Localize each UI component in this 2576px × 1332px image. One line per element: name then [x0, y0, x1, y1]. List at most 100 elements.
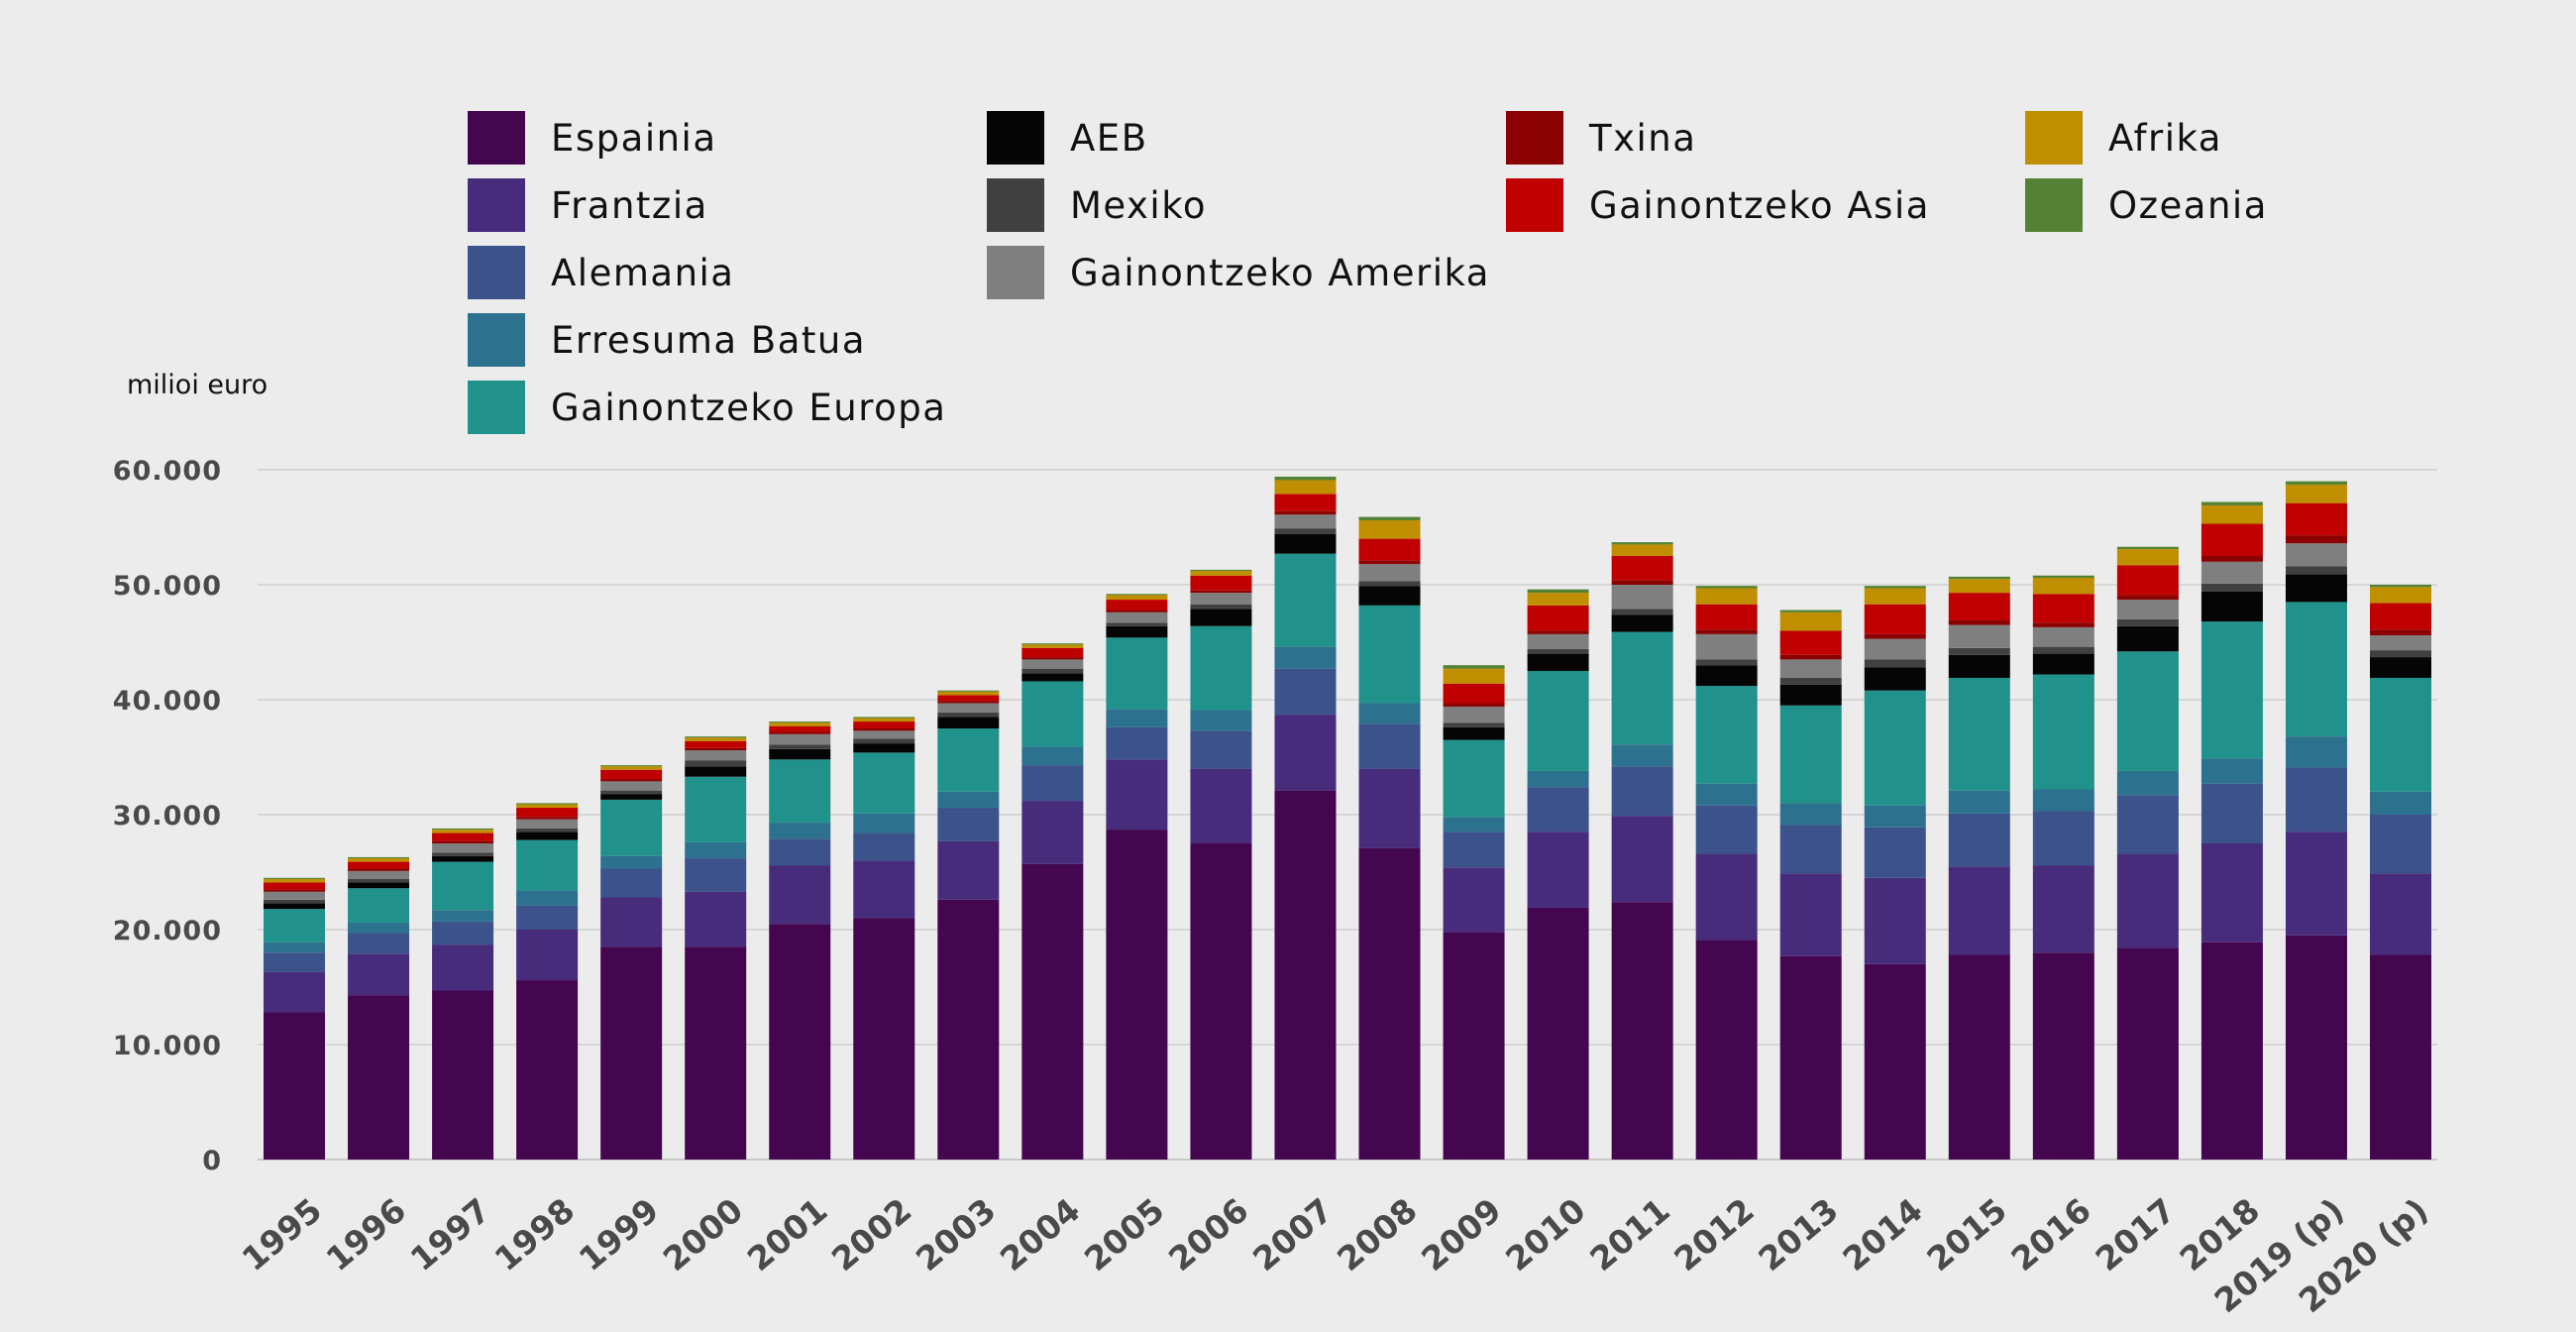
bar-segment	[853, 918, 915, 1160]
bar-segment	[937, 690, 1000, 692]
bar-segment	[685, 891, 747, 947]
bar-segment	[853, 730, 915, 739]
bar-segment	[1021, 657, 1084, 660]
bar-segment	[1358, 703, 1421, 724]
bar-segment	[432, 852, 494, 856]
bar-segment	[1443, 668, 1505, 684]
bar-segment	[2116, 595, 2179, 601]
bar-segment	[2370, 585, 2431, 588]
bar-segment	[685, 858, 747, 892]
bar-segment	[1190, 590, 1252, 594]
bar-segment	[2200, 942, 2263, 1160]
bar-segment	[2032, 646, 2094, 654]
legend-label: Ozeania	[2108, 184, 2268, 227]
bar-segment	[1779, 873, 1842, 956]
bar-segment	[2285, 543, 2347, 567]
bar-segment	[1443, 722, 1505, 727]
bar-segment	[1527, 787, 1589, 832]
bar-segment	[1864, 667, 1926, 691]
bar-segment	[1106, 600, 1168, 610]
bar-segment	[769, 924, 831, 1160]
bar-segment	[853, 752, 915, 814]
bar-segment	[264, 952, 325, 972]
bar-segment	[769, 838, 831, 866]
bar-segment	[1779, 803, 1842, 826]
bar-segment	[1190, 593, 1252, 605]
bar-segment	[432, 944, 494, 991]
legend-swatch	[2025, 111, 2083, 165]
bar-segment	[1948, 677, 2010, 791]
bar-segment	[2032, 811, 2094, 866]
bar-segment	[1695, 853, 1758, 941]
bar-segment	[1274, 528, 1337, 534]
bar-segment	[1611, 542, 1673, 545]
bar-segment	[264, 903, 325, 910]
bar-segment	[1021, 765, 1084, 802]
bar-segment	[1443, 665, 1505, 669]
bar-segment	[348, 856, 410, 859]
bar-segment	[1358, 723, 1421, 769]
bar-segment	[264, 1012, 325, 1160]
bar-segment	[2116, 795, 2179, 854]
bar-segment	[937, 808, 1000, 841]
bar-segment	[432, 855, 494, 862]
bar-segment	[1106, 610, 1168, 612]
bar-segment	[516, 832, 579, 840]
bar-segment	[516, 808, 579, 818]
bar-segment	[937, 728, 1000, 792]
bar-segment	[1527, 648, 1589, 654]
bar-segment	[516, 839, 579, 891]
bar-segment	[348, 882, 410, 889]
bar-segment	[2032, 674, 2094, 790]
bar-segment	[1527, 832, 1589, 908]
bar-segment	[1948, 654, 2010, 678]
bar-segment	[1274, 476, 1337, 481]
bar-segment	[1779, 659, 1842, 678]
bar-segment	[2116, 618, 2179, 626]
bar-segment	[516, 804, 579, 809]
bar-segment	[348, 870, 410, 879]
legend-swatch	[468, 111, 525, 165]
bar-segment	[1779, 610, 1842, 612]
y-tick-label: 50.000	[113, 571, 222, 602]
bar-segment	[600, 799, 663, 856]
bar-segment	[685, 760, 747, 767]
bar-segment	[1106, 726, 1168, 760]
legend-label: Txina	[1588, 117, 1696, 160]
bar-segment	[1190, 768, 1252, 843]
bar-segment	[1274, 514, 1337, 529]
bar-segment	[2370, 954, 2431, 1160]
bar-segment	[1864, 604, 1926, 634]
bar-segment	[1948, 579, 2010, 594]
bar-segment	[2032, 622, 2094, 627]
bar-segment	[853, 813, 915, 833]
bar-segment	[516, 819, 579, 829]
bar-segment	[1021, 863, 1084, 1160]
bar-segment	[1695, 665, 1758, 687]
y-tick-label: 10.000	[113, 1031, 222, 1061]
legend-swatch	[987, 178, 1044, 232]
bar-segment	[600, 779, 663, 782]
bar-segment	[1190, 575, 1252, 591]
bar-segment	[1021, 643, 1084, 645]
bar-segment	[685, 750, 747, 761]
bar-segment	[1443, 739, 1505, 818]
bar-segment	[264, 891, 325, 900]
bar-segment	[769, 733, 831, 745]
bar-segment	[264, 899, 325, 904]
bar-segment	[1611, 556, 1673, 581]
bar-segment	[853, 738, 915, 744]
bar-segment	[432, 861, 494, 911]
bar-segment	[1443, 706, 1505, 723]
legend-swatch	[1506, 111, 1563, 165]
bar-segment	[1695, 686, 1758, 784]
bar-segment	[2032, 865, 2094, 953]
bar-segment	[432, 832, 494, 841]
bar-segment	[2032, 626, 2094, 647]
bar-segment	[1106, 830, 1168, 1160]
bar-segment	[1611, 744, 1673, 767]
bar-segment	[1948, 593, 2010, 620]
bar-segment	[1443, 817, 1505, 832]
bar-segment	[1864, 586, 1926, 589]
bar-segment	[685, 747, 747, 751]
